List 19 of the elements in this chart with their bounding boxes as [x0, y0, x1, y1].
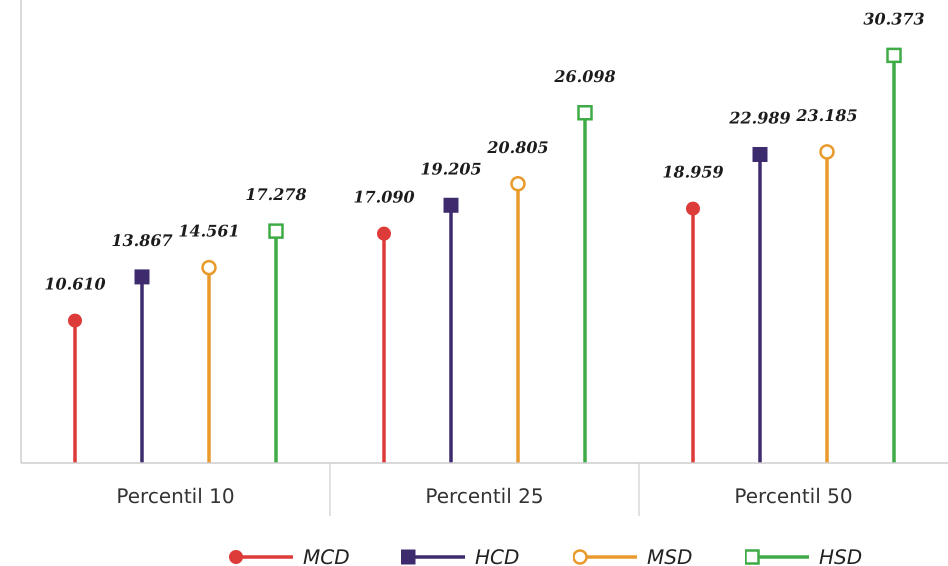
x-tick-label: Percentil 25 [425, 484, 544, 508]
data-label: 17.090 [353, 188, 415, 207]
legend-label: MSD [647, 545, 692, 566]
data-label: 26.098 [553, 66, 616, 86]
x-tick-label: Percentil 10 [116, 484, 235, 508]
data-label: 30.373 [863, 9, 925, 28]
legend-label: HCD [475, 545, 520, 566]
data-label: 10.610 [44, 274, 106, 294]
x-tick-label: Percentil 50 [734, 484, 853, 508]
legend-label: MCD [303, 545, 350, 566]
data-label: 22.989 [728, 108, 791, 128]
data-label: 20.805 [486, 138, 549, 157]
data-label: 13.867 [111, 230, 173, 250]
data-label: 14.561 [178, 222, 240, 241]
data-label: 18.959 [662, 162, 724, 182]
legend-label: HSD [819, 545, 862, 566]
data-label: 23.185 [795, 106, 858, 125]
data-label: 19.205 [420, 159, 482, 178]
data-label: 17.278 [245, 185, 307, 204]
